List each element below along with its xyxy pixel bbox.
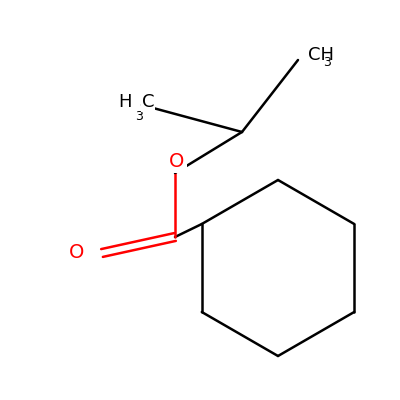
Text: CH: CH [308, 46, 334, 64]
Text: C: C [142, 93, 154, 111]
Text: O: O [169, 152, 185, 171]
Text: O: O [69, 244, 84, 262]
Text: 3: 3 [323, 56, 331, 70]
Text: 3: 3 [135, 110, 143, 123]
Text: H: H [118, 93, 132, 111]
